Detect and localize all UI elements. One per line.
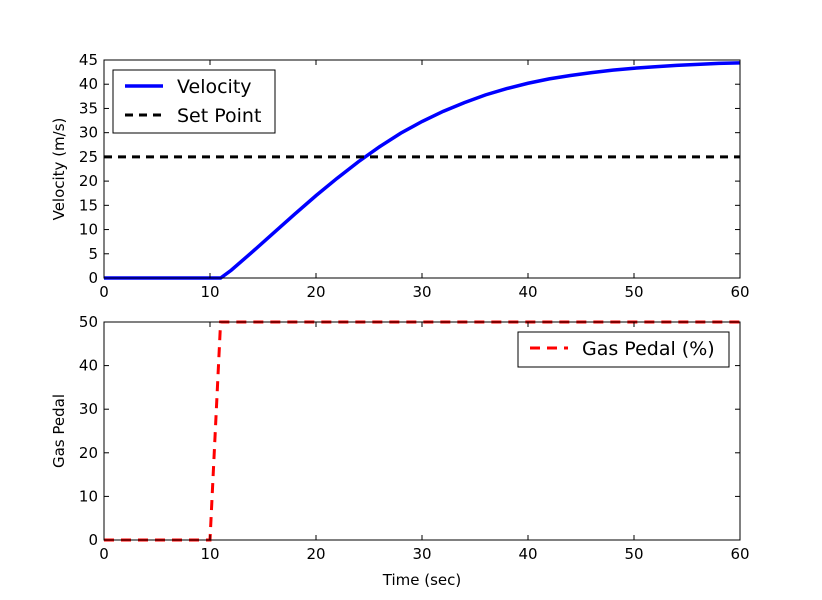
legend: Velocity Set Point [112,69,276,134]
y-tick-label: 35 [79,99,98,117]
y-tick-label: 10 [79,221,98,239]
x-tick-label: 10 [200,283,219,301]
legend-label: Velocity [177,76,252,98]
x-tick-label: 50 [624,283,643,301]
series-line-velocity [104,61,740,280]
y-tick-label: 40 [79,75,98,93]
legend-label: Set Point [177,105,261,127]
x-tick-label: 50 [624,545,643,563]
y-tick-label: 20 [79,172,98,190]
y-axis-label: Velocity (m/s) [50,118,68,221]
x-tick-label: 40 [518,545,537,563]
legend-label: Gas Pedal (%) [582,338,715,360]
panel-2: 0 10 20 30 40 50 60 0 10 20 30 40 50 Gas Pedal Time (s… [50,313,750,589]
x-axis-label: Time (sec) [382,571,461,589]
y-tick-label: 25 [79,148,98,166]
x-tick-label: 20 [306,545,325,563]
x-tick-label: 20 [306,283,325,301]
x-tick-label: 60 [730,283,749,301]
y-tick-label: 20 [79,444,98,462]
legend: Gas Pedal (%) [517,331,730,368]
y-tick-label: 5 [88,245,98,263]
y-axis-label: Gas Pedal [50,394,68,468]
y-tick-label: 50 [79,313,98,331]
x-tick-label: 30 [412,283,431,301]
y-tick-label: 10 [79,487,98,505]
y-tick-label: 15 [79,196,98,214]
y-tick-label: 0 [88,531,98,549]
y-tick-label: 0 [88,269,98,287]
x-tick-label: 10 [200,545,219,563]
x-tick-label: 30 [412,545,431,563]
x-tick-label: 40 [518,283,537,301]
x-tick-label: 60 [730,545,749,563]
legend-box [112,69,276,134]
y-tick-label: 45 [79,51,98,69]
x-tick-label: 0 [99,545,109,563]
y-tick-label: 30 [79,124,98,142]
y-tick-label: 40 [79,357,98,375]
y-tick-label: 30 [79,400,98,418]
panel-1: 0 10 20 30 40 50 60 0 5 10 15 20 25 30 35 40 45 Velocity … [50,51,750,301]
x-tick-label: 0 [99,283,109,301]
